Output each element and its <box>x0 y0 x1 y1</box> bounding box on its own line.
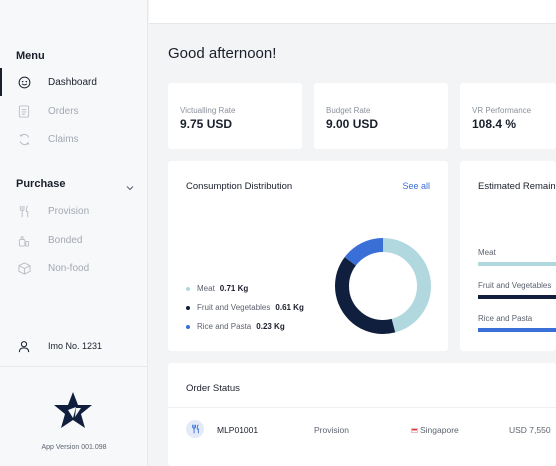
card-title: Consumption Distribution <box>186 181 293 192</box>
legend-dot <box>186 305 190 310</box>
provision-icon <box>186 420 204 438</box>
stat-label: Budget Rate <box>326 106 371 115</box>
stat-card-vr-performance: VR Performance 108.4 % <box>460 83 556 149</box>
port-name: Singapore <box>420 425 459 435</box>
sidebar-item-label: Dashboard <box>48 76 97 88</box>
bar-label: Rice and Pasta <box>478 314 533 323</box>
user-profile[interactable]: Imo No. 1231 <box>0 332 148 360</box>
app-version: App Version 001.098 <box>41 444 107 451</box>
chevron-down-icon[interactable] <box>126 179 134 191</box>
legend-name: Fruit and Vegetables <box>197 303 271 312</box>
remaining-bar-meat <box>478 262 556 266</box>
purchase-section-title: Purchase <box>16 178 66 190</box>
bar-label: Fruit and Vegetables <box>478 281 552 290</box>
sidebar-item-label: Orders <box>48 105 79 117</box>
bar-label: Meat <box>478 248 496 257</box>
stat-value: 9.00 USD <box>326 117 379 131</box>
stat-label: VR Performance <box>472 106 532 115</box>
sidebar: Menu Dashboard Orders Claims Purchase Pr… <box>0 0 148 466</box>
dashboard-icon <box>16 74 32 90</box>
user-icon <box>16 338 32 354</box>
legend-dot <box>186 324 190 329</box>
legend-item-meat: Meat 0.71 Kg <box>186 284 248 293</box>
sidebar-item-label: Claims <box>48 133 79 145</box>
menu-section-title: Menu <box>16 50 45 62</box>
sidebar-item-label: Provision <box>48 205 90 217</box>
legend-name: Rice and Pasta <box>197 322 252 331</box>
sidebar-divider <box>0 366 148 367</box>
stat-card-budget-rate: Budget Rate 9.00 USD <box>314 83 448 149</box>
legend-value: 0.61 Kg <box>275 303 304 312</box>
consumption-donut-chart <box>335 238 431 334</box>
legend-item-rice-and-pasta: Rice and Pasta 0.23 Kg <box>186 322 285 331</box>
order-amount: USD 7,550 <box>509 425 551 435</box>
consumption-distribution-card: Consumption Distribution See all Meat 0.… <box>168 161 448 351</box>
app-logo <box>54 392 92 428</box>
sidebar-item-label: Non-food <box>48 262 90 274</box>
greeting: Good afternoon! <box>168 45 277 62</box>
provision-icon <box>16 203 32 219</box>
stat-value: 108.4 % <box>472 117 517 131</box>
bonded-icon <box>16 232 32 248</box>
remaining-bar-fruit-and-vegetables <box>478 295 556 299</box>
stat-value: 9.75 USD <box>180 117 233 131</box>
stat-label: Victualling Rate <box>180 106 236 115</box>
estimated-remaining-card: Estimated Remaining Meat Fruit and Veget… <box>460 161 556 351</box>
non-food-icon <box>16 260 32 276</box>
order-status-card: Order Status MLP01001 Provision Singapor… <box>168 363 556 466</box>
legend-value: 0.71 Kg <box>219 284 249 293</box>
singapore-flag-icon <box>411 428 418 433</box>
order-status-divider <box>168 407 556 408</box>
legend-item-fruit-and-vegetables: Fruit and Vegetables 0.61 Kg <box>186 303 304 312</box>
active-indicator <box>0 68 2 96</box>
order-type: Provision <box>314 425 349 435</box>
sidebar-item-non-food[interactable]: Non-food <box>0 254 148 282</box>
sidebar-item-bonded[interactable]: Bonded <box>0 226 148 254</box>
sidebar-item-label: Bonded <box>48 234 83 246</box>
stat-card-victualling-rate: Victualling Rate 9.75 USD <box>168 83 302 149</box>
legend-value: 0.23 Kg <box>256 322 285 331</box>
remaining-bar-rice-and-pasta <box>478 328 556 332</box>
sidebar-item-claims[interactable]: Claims <box>0 125 148 153</box>
legend-dot <box>186 286 190 291</box>
card-title: Estimated Remaining <box>478 181 556 192</box>
sidebar-item-dashboard[interactable]: Dashboard <box>0 68 148 96</box>
sidebar-item-orders[interactable]: Orders <box>0 97 148 125</box>
top-bar <box>149 0 556 24</box>
legend-name: Meat <box>197 284 215 293</box>
donut-slice-rice-and-pasta <box>335 238 431 334</box>
orders-icon <box>16 103 32 119</box>
imo-number: Imo No. 1231 <box>48 341 103 351</box>
order-port: Singapore <box>411 425 459 435</box>
see-all-link[interactable]: See all <box>402 181 430 191</box>
sidebar-item-provision[interactable]: Provision <box>0 197 148 225</box>
claims-icon <box>16 131 32 147</box>
donut-slice-fruit-and-vegetables <box>335 238 431 334</box>
order-id: MLP01001 <box>217 425 259 435</box>
card-title: Order Status <box>186 383 240 394</box>
